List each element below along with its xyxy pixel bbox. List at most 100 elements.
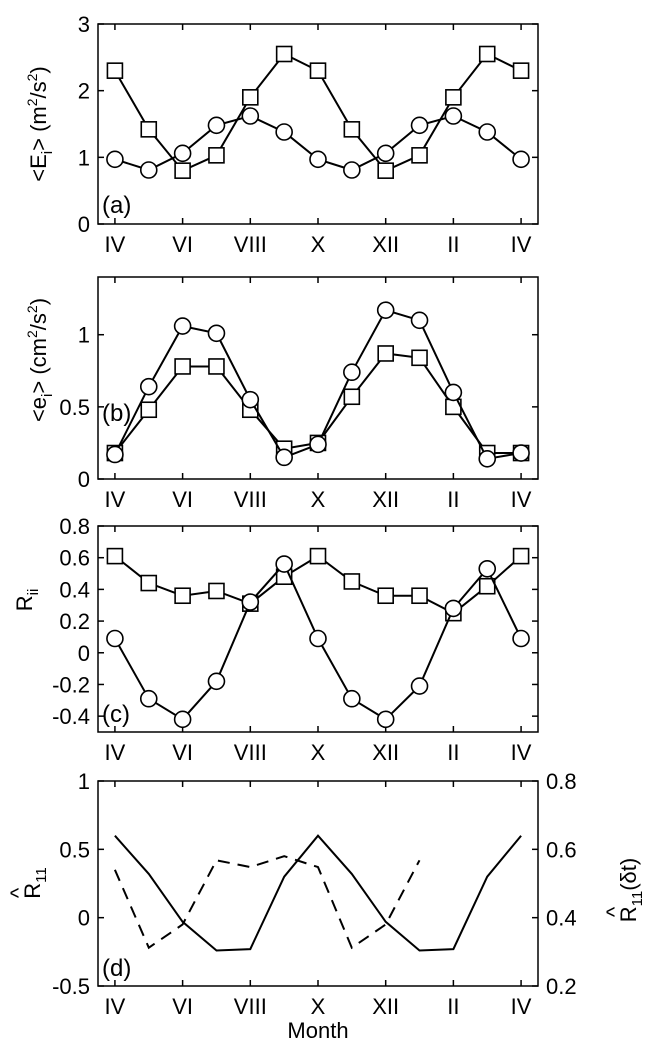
panel-d-ylabel-left: R11 ^: [6, 867, 50, 898]
panel-a-ytick-label-1: 1: [78, 145, 90, 170]
panel-d-ytick-label-2: 0.5: [59, 837, 90, 862]
panel-b-series-0-point-7: [343, 388, 361, 406]
panel-b-ytick-label-1: 0.5: [59, 395, 90, 420]
panel-c-series-0-point-9: [411, 587, 428, 605]
panel-a-series-1-point-3: [207, 116, 226, 135]
panel-d-xtick-label-6: IV: [511, 994, 532, 1019]
panel-c-xtick-label-3: X: [311, 740, 326, 765]
panel-a-series-0-point-4: [242, 89, 259, 106]
panel-a-ytick-label-3: 3: [78, 12, 90, 37]
panel-c-ytick-label-5: 0.6: [59, 546, 90, 571]
panel-d-ytick-right-label-1: 0.4: [546, 906, 577, 931]
panel-d-label: (d): [102, 955, 131, 982]
panel-d-frame: [97, 780, 539, 987]
panel-c-series-1-point-9: [410, 677, 429, 695]
panel-d-ytick-label-0: -0.5: [52, 974, 90, 999]
panel-a-series-0-point-0: [106, 62, 124, 79]
panel-d-xtick-label-2: VIII: [234, 994, 267, 1019]
panel-d-ytick-label-1: 0: [78, 906, 90, 931]
panel-c-series-1-point-0: [106, 629, 124, 648]
panel-a-series-1-point-2: [173, 144, 192, 163]
panel-a-ytick-label-2: 2: [78, 79, 90, 104]
panel-c-series-0-point-12: [512, 547, 530, 565]
panel-b-ytick-label-2: 1: [78, 323, 90, 348]
panel-b-xtick-label-3: X: [311, 487, 326, 512]
panel-b-xtick-label-1: VI: [172, 487, 193, 512]
panel-b-series-1-point-0: [106, 445, 124, 464]
panel-d-xtick-label-1: VI: [172, 994, 193, 1019]
panel-b-series-1-point-10: [444, 383, 463, 402]
panel-a-xtick-label-3: X: [311, 232, 326, 257]
panel-a-series-0-point-7: [343, 121, 361, 138]
panel-b-series-1-point-4: [241, 390, 260, 409]
panel-a-xtick-label-5: II: [447, 232, 459, 257]
panel-d-series-0-line: [114, 834, 522, 952]
panel-b-series-0-point-2: [174, 358, 191, 375]
panel-c-series-0-point-8: [377, 587, 394, 605]
panel-a-label: (a): [102, 192, 131, 219]
panel-a-series-0-point-12: [512, 62, 530, 79]
panel-b-series-0-point-9: [411, 349, 428, 367]
panel-d-ytick-right-label-3: 0.8: [546, 769, 577, 794]
panel-b-series-1-point-3: [207, 324, 226, 343]
panel-a-series-1-point-5: [275, 123, 293, 141]
panel-a-series-1-point-8: [376, 144, 395, 163]
panel-c-series-0-point-1: [140, 574, 158, 592]
panel-b-series-0-point-1: [140, 401, 158, 419]
panel-c-xtick-label-5: II: [447, 740, 459, 765]
panel-b: (b) <ei> (cm2/s2) 0 0.5 1 IV VI VIII X XII II IV: [24, 276, 539, 512]
panel-c-series-1-point-7: [343, 689, 361, 708]
panel-a-xtick-label-2: VIII: [234, 232, 267, 257]
panel-c-series-1-point-10: [444, 599, 463, 618]
panel-a-series-0-point-1: [140, 121, 158, 138]
panel-a-series-1-point-12: [512, 150, 530, 169]
panel-b-series-0-point-3: [208, 358, 225, 375]
panel-c-xtick-label-2: VIII: [234, 740, 267, 765]
panel-c-ytick-label-2: 0: [78, 641, 90, 666]
panel-d-ytick-right-label-2: 0.6: [546, 837, 577, 862]
panel-a-series-1-point-11: [478, 123, 497, 141]
panel-c-xtick-label-6: IV: [511, 740, 532, 765]
panel-b-series-0-point-8: [377, 345, 394, 362]
panel-b-xtick-label-0: IV: [105, 487, 126, 512]
panel-c-ytick-label-1: -0.2: [52, 672, 90, 697]
panel-c-series-1-point-5: [275, 555, 293, 573]
panel-c-series-1-point-8: [376, 710, 395, 729]
panel-d-ytick-label-3: 1: [78, 769, 90, 794]
panel-c-xtick-label-0: IV: [105, 740, 126, 765]
panel-b-series-1-point-12: [512, 444, 530, 462]
panel-a-series-0-point-2: [174, 162, 191, 179]
panel-a-ylabel: <Ei> (m2/s2): [24, 66, 56, 182]
panel-d-xtick-label-0: IV: [105, 994, 126, 1019]
panel-a-series-0-point-3: [208, 147, 225, 164]
panel-c-series-1-point-12: [512, 629, 530, 648]
panel-b-series-1-point-1: [139, 377, 158, 396]
panel-b-series-1-point-2: [173, 317, 192, 335]
panel-a-series-1-point-0: [106, 150, 124, 169]
svg-text:^: ^: [602, 906, 627, 917]
panel-b-ytick-label-0: 0: [78, 467, 90, 492]
panel-b-series-1-point-6: [309, 435, 327, 454]
panel-c: (c) Rii -0.4 -0.2 0 0.2 0.4 0.6 0.8 IV VI VIII X XI…: [12, 514, 539, 765]
panel-c-xtick-label-1: VI: [172, 740, 193, 765]
panel-a-series-0-point-5: [275, 45, 293, 63]
panel-b-xtick-label-4: XII: [372, 487, 399, 512]
panel-a: (a) <Ei> (m2/s2) 0 1 2 3 IV VI VIII X XII II IV: [24, 12, 539, 257]
panel-b-xtick-label-2: VIII: [234, 487, 267, 512]
panel-b-series-1-point-9: [410, 311, 429, 330]
panel-c-ylabel: Rii: [12, 589, 42, 612]
panel-c-series-1-point-6: [309, 629, 327, 648]
panel-c-series-1-point-3: [207, 672, 226, 691]
panel-c-series-0-point-6: [309, 547, 327, 565]
svg-text:R11(δt): R11(δt): [616, 858, 645, 922]
panel-c-series-0-point-7: [343, 573, 361, 590]
panel-c-series-0-point-3: [208, 582, 225, 600]
x-axis-label: Month: [287, 1018, 348, 1043]
panel-c-series-1-point-1: [139, 689, 158, 708]
panel-a-series-0-point-10: [445, 89, 462, 106]
panel-a-series-1-point-10: [444, 107, 463, 125]
panel-a-xtick-label-6: IV: [511, 232, 532, 257]
panel-a-series-1-point-7: [343, 161, 361, 179]
panel-a-xtick-label-4: XII: [372, 232, 399, 257]
panel-d-ytick-right-label-0: 0.2: [546, 974, 577, 999]
